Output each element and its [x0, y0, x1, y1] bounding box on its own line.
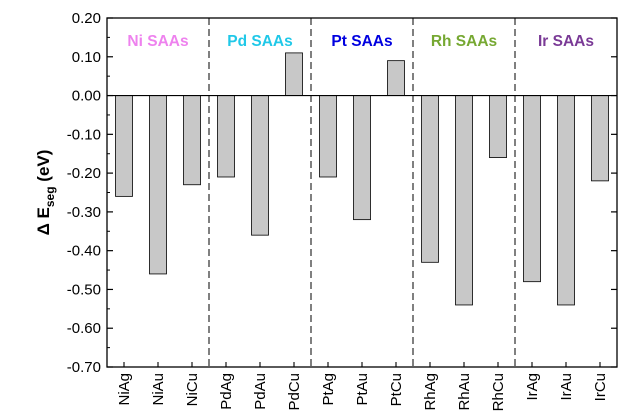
y-axis-title-suffix: (eV) — [34, 150, 53, 187]
y-axis-title: Δ Eseg (eV) — [34, 150, 57, 236]
bar-PdCu — [285, 52, 303, 96]
y-tick-label: -0.30 — [67, 204, 101, 221]
bar-PtAg — [319, 95, 337, 178]
x-tick-label-RhAg: RhAg — [422, 373, 439, 411]
x-tick-label-NiAg: NiAg — [116, 373, 133, 406]
x-tick-label-PtAg: PtAg — [320, 373, 337, 406]
x-tick-label-PtAu: PtAu — [354, 373, 371, 406]
x-tick-label-IrAg: IrAg — [524, 373, 541, 401]
y-tick-label: 0.20 — [72, 10, 101, 27]
bar-IrAu — [557, 95, 575, 306]
group-dividers — [208, 18, 516, 367]
plot-area: Ni SAAs Pd SAAs Pt SAAs Rh SAAs Ir SAAs — [106, 17, 618, 368]
bar-NiAg — [115, 95, 133, 197]
bar-PtAu — [353, 95, 371, 221]
bar-PtCu — [387, 60, 405, 96]
y-axis-title-prefix: Δ E — [34, 207, 53, 235]
bar-RhAu — [455, 95, 473, 306]
bar-PdAu — [251, 95, 269, 236]
y-tick-label: -0.70 — [67, 359, 101, 376]
bar-RhCu — [489, 95, 507, 158]
y-tick-label: -0.40 — [67, 243, 101, 260]
y-tick-label: 0.10 — [72, 49, 101, 66]
group-label-rh: Rh SAAs — [431, 33, 497, 50]
x-tick-label-PdCu: PdCu — [286, 373, 303, 411]
y-axis: 0.20 0.10 0.00 -0.10 -0.20 -0.30 -0.40 -0.50 -0.… — [67, 10, 617, 376]
x-tick-label-RhCu: RhCu — [490, 373, 507, 411]
bar-RhAg — [421, 95, 439, 263]
x-tick-label-PdAg: PdAg — [218, 373, 235, 410]
x-tick-label-IrAu: IrAu — [558, 373, 575, 401]
x-tick-label-RhAu: RhAu — [456, 373, 473, 411]
x-tick-label-PdAu: PdAu — [252, 373, 269, 410]
x-tick-label-NiAu: NiAu — [150, 373, 167, 406]
x-tick-label-PtCu: PtCu — [388, 373, 405, 406]
group-label-ir: Ir SAAs — [538, 33, 594, 50]
x-tick-label-NiCu: NiCu — [184, 373, 201, 406]
bar-PdAg — [217, 95, 235, 178]
group-label-pt: Pt SAAs — [331, 33, 392, 50]
y-tick-label: -0.50 — [67, 281, 101, 298]
group-label-ni: Ni SAAs — [127, 33, 188, 50]
bars-layer — [115, 52, 609, 306]
y-tick-label: -0.20 — [67, 165, 101, 182]
bar-NiAu — [149, 95, 167, 275]
bar-IrAg — [523, 95, 541, 283]
y-tick-label: -0.60 — [67, 320, 101, 337]
y-tick-label: 0.00 — [72, 88, 101, 105]
group-label-pd: Pd SAAs — [227, 33, 292, 50]
y-tick-label: -0.10 — [67, 126, 101, 143]
bar-IrCu — [591, 95, 609, 182]
y-axis-title-subscript: seg — [43, 186, 57, 207]
bar-NiCu — [183, 95, 201, 186]
x-axis: NiAg NiAu NiCu PdAg PdAu PdCu PtAg PtAu PtCu RhAg… — [116, 362, 609, 411]
group-labels: Ni SAAs Pd SAAs Pt SAAs Rh SAAs Ir SAAs — [127, 33, 594, 50]
x-tick-label-IrCu: IrCu — [592, 373, 609, 401]
